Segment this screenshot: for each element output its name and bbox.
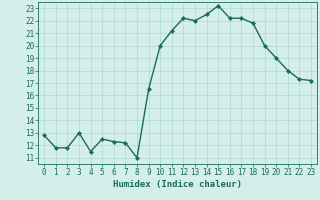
X-axis label: Humidex (Indice chaleur): Humidex (Indice chaleur)	[113, 180, 242, 189]
